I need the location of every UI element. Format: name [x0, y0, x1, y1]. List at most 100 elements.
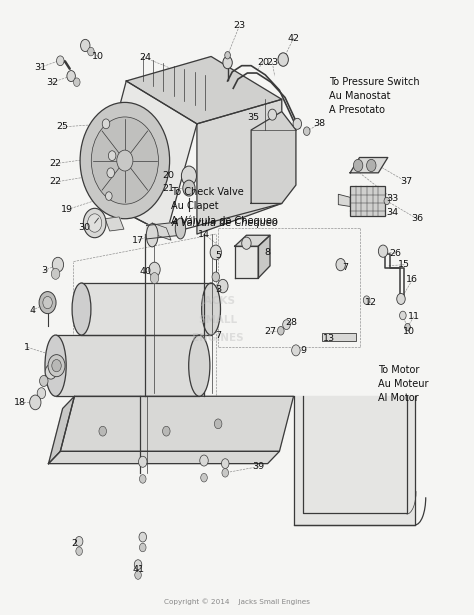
Text: 40: 40 — [139, 268, 151, 277]
Text: 42: 42 — [288, 34, 300, 42]
Circle shape — [163, 426, 170, 436]
Text: 20: 20 — [257, 58, 269, 67]
Text: 23: 23 — [266, 58, 278, 67]
Polygon shape — [338, 194, 350, 207]
Text: 11: 11 — [408, 312, 419, 321]
Circle shape — [405, 323, 410, 331]
Circle shape — [106, 192, 112, 200]
Ellipse shape — [189, 335, 210, 396]
Circle shape — [67, 71, 75, 82]
Polygon shape — [251, 111, 296, 204]
Text: 24: 24 — [139, 54, 151, 62]
Circle shape — [30, 395, 41, 410]
Text: 14: 14 — [198, 229, 210, 239]
Circle shape — [221, 459, 229, 469]
Circle shape — [292, 345, 300, 356]
Circle shape — [336, 258, 346, 271]
Polygon shape — [146, 222, 181, 239]
Circle shape — [91, 117, 158, 204]
Circle shape — [354, 159, 363, 172]
Circle shape — [278, 53, 288, 66]
Text: 30: 30 — [78, 223, 90, 232]
Circle shape — [293, 118, 301, 129]
Text: 3: 3 — [215, 285, 221, 293]
Text: 3: 3 — [41, 266, 47, 276]
Circle shape — [83, 208, 106, 238]
Circle shape — [210, 245, 221, 260]
Text: 9: 9 — [300, 346, 306, 355]
Circle shape — [73, 78, 80, 87]
Circle shape — [214, 419, 222, 429]
Polygon shape — [105, 217, 124, 231]
Polygon shape — [126, 57, 282, 124]
Circle shape — [139, 543, 146, 552]
Ellipse shape — [45, 335, 66, 396]
Circle shape — [183, 180, 195, 196]
Polygon shape — [82, 283, 211, 335]
Text: 19: 19 — [61, 205, 73, 214]
Text: 4: 4 — [29, 306, 35, 315]
Circle shape — [45, 365, 56, 379]
Ellipse shape — [201, 283, 220, 335]
Circle shape — [378, 245, 388, 257]
Text: To Pressure Switch
Au Manostat
A Presotato: To Pressure Switch Au Manostat A Presota… — [329, 77, 419, 115]
Circle shape — [109, 151, 116, 161]
Text: Copyright © 2014    Jacks Small Engines: Copyright © 2014 Jacks Small Engines — [164, 598, 310, 605]
Text: 8: 8 — [264, 248, 271, 257]
Text: 35: 35 — [247, 113, 260, 122]
Text: To Check Valve
Au Clapet
A Válvula de Chequeo: To Check Valve Au Clapet A Válvula de Ch… — [171, 187, 278, 226]
Circle shape — [200, 455, 208, 466]
Circle shape — [225, 52, 230, 59]
Text: 12: 12 — [365, 298, 377, 307]
Text: A Válvula de Chequeo: A Válvula de Chequeo — [171, 218, 278, 228]
Circle shape — [139, 475, 146, 483]
Text: 38: 38 — [313, 119, 326, 129]
Text: 18: 18 — [14, 398, 26, 407]
Polygon shape — [197, 100, 282, 234]
Circle shape — [201, 474, 207, 482]
Polygon shape — [258, 236, 270, 278]
Circle shape — [366, 159, 376, 172]
Circle shape — [135, 571, 141, 579]
Ellipse shape — [175, 218, 186, 239]
Text: 13: 13 — [323, 333, 335, 343]
Circle shape — [149, 262, 160, 277]
Circle shape — [80, 103, 170, 219]
Circle shape — [134, 560, 142, 569]
Text: 2: 2 — [72, 539, 77, 548]
Circle shape — [37, 387, 46, 399]
Text: 41: 41 — [132, 565, 144, 574]
Text: 39: 39 — [252, 462, 264, 471]
Text: 15: 15 — [398, 260, 410, 269]
Text: 1: 1 — [24, 343, 30, 352]
Circle shape — [139, 532, 146, 542]
Text: 10: 10 — [92, 52, 104, 61]
Text: 21: 21 — [163, 184, 175, 192]
Circle shape — [39, 292, 56, 314]
Circle shape — [223, 57, 232, 69]
Circle shape — [107, 168, 115, 178]
Circle shape — [102, 119, 110, 129]
Text: 17: 17 — [132, 236, 144, 245]
Text: 34: 34 — [386, 208, 399, 217]
Text: To Motor
Au Moteur
Al Motor: To Motor Au Moteur Al Motor — [378, 365, 429, 403]
Text: 20: 20 — [163, 172, 175, 180]
Circle shape — [397, 293, 405, 304]
Circle shape — [52, 360, 61, 372]
Text: SMALL: SMALL — [199, 315, 238, 325]
Text: 33: 33 — [386, 194, 399, 203]
Circle shape — [56, 56, 64, 66]
Circle shape — [75, 536, 83, 546]
Text: 32: 32 — [46, 77, 58, 87]
Text: 31: 31 — [34, 63, 46, 72]
Text: 27: 27 — [264, 328, 276, 336]
Circle shape — [52, 257, 64, 272]
Circle shape — [303, 127, 310, 135]
Polygon shape — [48, 396, 74, 464]
Text: 25: 25 — [57, 122, 69, 132]
Text: 7: 7 — [215, 330, 221, 339]
Ellipse shape — [72, 283, 91, 335]
Polygon shape — [152, 223, 171, 240]
Polygon shape — [60, 396, 293, 451]
Circle shape — [218, 279, 228, 293]
